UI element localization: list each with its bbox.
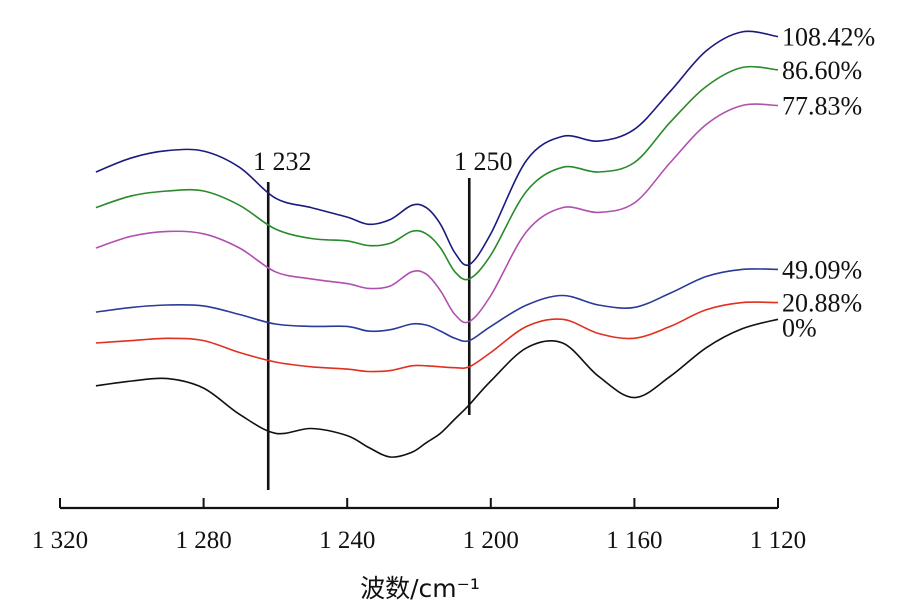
x-tick-label: 1 160 [606, 527, 662, 554]
series-label-3: 49.09% [782, 255, 862, 284]
x-tick-label: 1 240 [319, 527, 375, 554]
series-line-4 [95, 301, 779, 373]
x-tick-label: 1 120 [750, 527, 806, 554]
x-axis: 1 320 1 280 1 240 1 200 1 160 1 120 [32, 498, 806, 554]
series-line-2 [95, 103, 779, 324]
series-label-5: 0% [782, 313, 817, 342]
series-label-4: 20.88% [782, 289, 862, 318]
x-tick-label: 1 280 [175, 527, 231, 554]
spectra [95, 30, 779, 458]
series-labels: 108.42% 86.60% 77.83% 49.09% 20.88%0% [782, 23, 875, 343]
series-line-1 [95, 65, 779, 281]
x-tick-label: 1 200 [463, 527, 519, 554]
series-label-1: 86.60% [782, 56, 862, 85]
series-line-0 [95, 30, 779, 267]
series-label-0: 108.42% [782, 23, 875, 52]
annotation-label: 1 250 [454, 147, 513, 176]
x-tick-label: 1 320 [32, 527, 88, 554]
series-label-2: 77.83% [782, 92, 862, 121]
x-axis-label: 波数/cm⁻¹ [360, 574, 480, 603]
annotation-label: 1 232 [253, 147, 312, 176]
series-line-5 [95, 318, 779, 458]
annotations: 1 232 1 250 [253, 147, 513, 490]
series-line-3 [95, 268, 779, 343]
